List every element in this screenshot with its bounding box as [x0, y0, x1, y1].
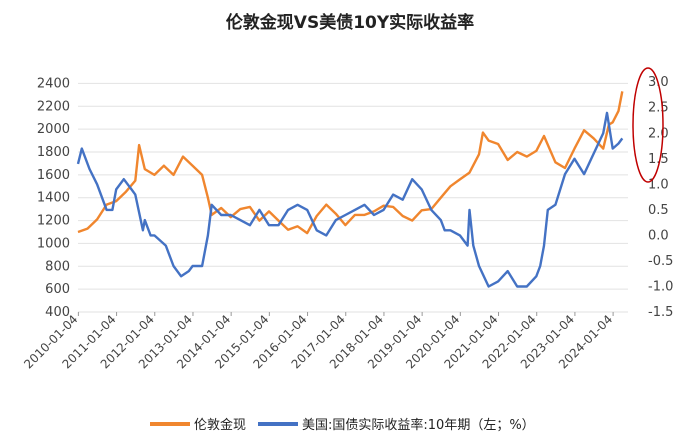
left-axis-ticks: 400 600 800 1000 1200 1400 1600 1800 2000 2200 240…	[37, 76, 70, 320]
left-tick-label: 1800	[37, 145, 70, 160]
left-tick-label: 400	[45, 305, 70, 320]
left-tick-label: 2200	[37, 99, 70, 114]
gridlines	[78, 82, 628, 313]
right-tick-label: 0.0	[648, 228, 669, 243]
left-tick-label: 2400	[37, 76, 70, 91]
right-tick-label: 0.5	[648, 203, 669, 218]
right-tick-label: 2.5	[648, 101, 669, 116]
legend-item-gold: 伦敦金现	[150, 414, 246, 433]
left-tick-label: 1600	[37, 168, 70, 183]
x-axis-ticks: 2010-01-042011-01-042012-01-042013-01-04…	[21, 312, 615, 371]
legend-label-real-yield: 美国:国债实际收益率:10年期（左；%）	[302, 418, 535, 433]
right-tick-label: 2.0	[648, 126, 669, 141]
left-tick-label: 1200	[37, 214, 70, 229]
left-tick-label: 1400	[37, 191, 70, 206]
series-line-real-yield	[76, 111, 624, 288]
right-tick-label: -1.0	[648, 279, 673, 294]
right-axis-ticks: -1.5-1.0-0.50.00.51.01.52.02.53.0	[648, 75, 673, 320]
legend: 伦敦金现 美国:国债实际收益率:10年期（左；%）	[150, 414, 547, 433]
legend-swatch-gold	[150, 421, 190, 426]
left-tick-label: 1000	[37, 236, 70, 251]
series-line-gold	[77, 91, 624, 235]
highlight-ellipse	[632, 67, 664, 183]
right-tick-label: 1.5	[648, 152, 669, 167]
right-tick-label: -0.5	[648, 254, 673, 269]
legend-item-real-yield: 美国:国债实际收益率:10年期（左；%）	[258, 414, 535, 433]
left-tick-label: 2000	[37, 122, 70, 137]
chart-title: 伦敦金现VS美债10Y实际收益率	[225, 13, 475, 33]
right-tick-label: -1.5	[648, 305, 673, 320]
series-layer	[76, 91, 624, 288]
right-tick-label: 1.0	[648, 177, 669, 192]
left-tick-label: 600	[45, 282, 70, 297]
legend-swatch-real-yield	[258, 421, 299, 426]
left-tick-label: 800	[45, 259, 70, 274]
legend-label-gold: 伦敦金现	[194, 418, 247, 433]
